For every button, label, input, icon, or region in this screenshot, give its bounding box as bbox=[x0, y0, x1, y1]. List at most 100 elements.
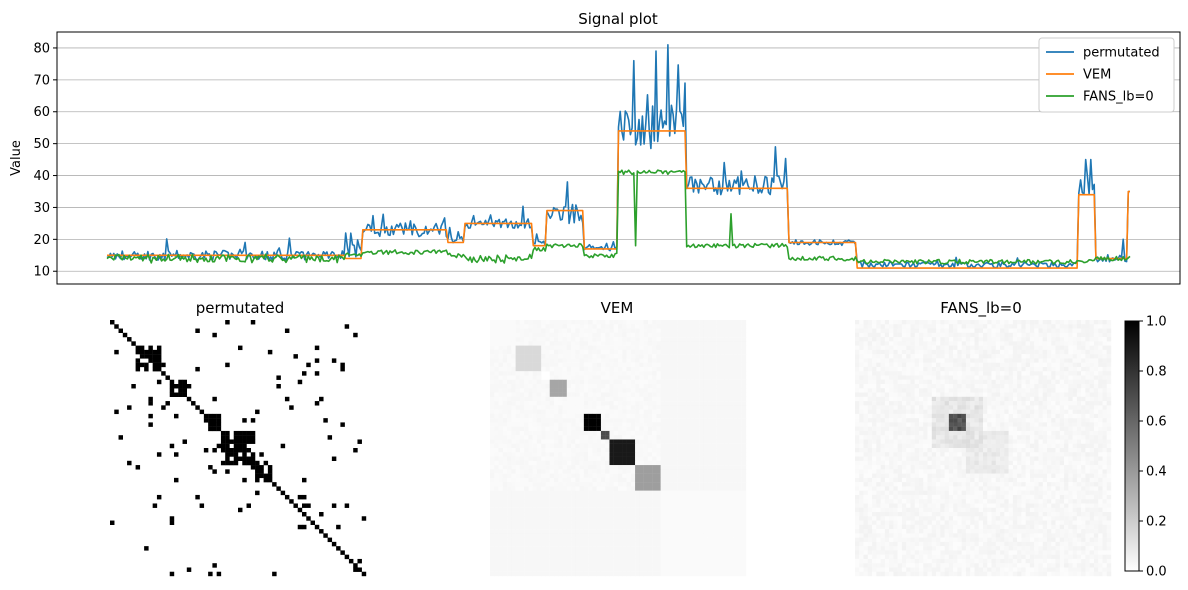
heatmap-cell bbox=[724, 460, 730, 466]
heatmap-cell bbox=[549, 563, 555, 568]
heatmap-cell bbox=[618, 486, 623, 491]
heatmap-cell bbox=[1051, 341, 1056, 346]
heatmap-cell bbox=[1093, 366, 1099, 372]
heatmap-cell bbox=[991, 371, 996, 376]
heatmap-cell bbox=[626, 418, 631, 423]
heatmap-cell bbox=[652, 494, 657, 500]
heatmap-cell bbox=[1051, 345, 1056, 351]
heatmap-cell bbox=[711, 366, 717, 372]
heatmap-cell bbox=[859, 362, 864, 368]
heatmap-cell bbox=[1059, 332, 1065, 338]
heatmap-cell bbox=[711, 529, 717, 534]
heatmap-cell bbox=[626, 337, 631, 342]
heatmap-cell bbox=[507, 379, 512, 385]
heatmap-cell bbox=[1025, 354, 1031, 359]
heatmap-cell bbox=[707, 418, 713, 423]
heatmap-cell bbox=[1081, 345, 1086, 351]
heatmap-cell bbox=[741, 384, 747, 389]
heatmap-cell bbox=[664, 567, 670, 572]
heatmap-cell bbox=[490, 409, 495, 415]
heatmap-cell bbox=[1021, 362, 1026, 368]
heatmap-cell bbox=[733, 337, 738, 342]
heatmap-cell bbox=[1047, 358, 1052, 363]
heatmap-cell bbox=[716, 567, 721, 572]
heatmap-cell bbox=[558, 392, 563, 397]
heatmap-cell bbox=[1093, 375, 1099, 380]
heatmap-cell bbox=[229, 448, 234, 453]
heatmap-cell bbox=[635, 571, 640, 577]
heatmap-cell bbox=[169, 520, 175, 525]
heatmap-cell bbox=[511, 354, 516, 359]
heatmap-cell bbox=[498, 439, 503, 444]
heatmap-cell bbox=[957, 371, 962, 376]
heatmap-cell bbox=[690, 494, 695, 500]
heatmap-cell bbox=[1025, 324, 1031, 329]
heatmap-cell bbox=[618, 384, 623, 389]
heatmap-cell bbox=[893, 384, 898, 389]
heatmap-cell bbox=[724, 512, 730, 517]
heatmap-cell bbox=[957, 358, 962, 363]
heatmap-cell bbox=[575, 349, 580, 355]
heatmap-cell bbox=[554, 379, 559, 385]
heatmap-cell bbox=[562, 452, 567, 457]
heatmap-cell bbox=[974, 388, 979, 393]
heatmap-cell bbox=[549, 362, 555, 368]
heatmap-cell bbox=[524, 567, 529, 572]
heatmap-cell bbox=[490, 384, 495, 389]
heatmap-cell bbox=[1059, 379, 1065, 385]
heatmap-cell bbox=[686, 512, 691, 517]
heatmap-cell bbox=[609, 375, 614, 380]
heatmap-cell bbox=[647, 324, 653, 329]
heatmap-cell bbox=[1012, 349, 1018, 355]
heatmap-cell bbox=[562, 413, 567, 419]
heatmap-cell bbox=[737, 328, 742, 333]
heatmap-cell bbox=[583, 324, 589, 329]
heatmap-cell bbox=[515, 362, 521, 368]
heatmap-cell bbox=[737, 320, 742, 325]
heatmap-cell bbox=[694, 546, 700, 551]
heatmap-cell bbox=[953, 332, 958, 338]
heatmap-cell bbox=[613, 332, 619, 338]
heatmap-cell bbox=[494, 486, 499, 491]
heatmap-cell bbox=[652, 341, 657, 346]
heatmap-cell bbox=[532, 452, 538, 457]
heatmap-cell bbox=[575, 413, 580, 419]
heatmap-cell bbox=[519, 388, 525, 393]
heatmap-cell bbox=[728, 512, 734, 517]
heatmap-cell bbox=[1034, 375, 1039, 380]
heatmap-cell bbox=[855, 375, 860, 380]
heatmap-cell bbox=[995, 328, 1001, 333]
heatmap-cell bbox=[575, 409, 580, 415]
heatmap-cell bbox=[618, 405, 623, 410]
heatmap-cell bbox=[519, 541, 525, 547]
heatmap-cell bbox=[647, 541, 653, 547]
heatmap-cell bbox=[1000, 371, 1005, 376]
heatmap-cell bbox=[519, 490, 525, 496]
heatmap-cell bbox=[872, 379, 877, 385]
heatmap-cell bbox=[554, 516, 559, 521]
heatmap-cell bbox=[583, 379, 589, 385]
heatmap-cell bbox=[716, 349, 721, 355]
heatmap-cell bbox=[630, 482, 636, 487]
heatmap-cell bbox=[707, 388, 713, 393]
heatmap-cell bbox=[863, 362, 868, 368]
heatmap-cell bbox=[711, 524, 717, 530]
heatmap-cell bbox=[327, 435, 333, 440]
heatmap-cell bbox=[571, 413, 576, 419]
heatmap-cell bbox=[694, 486, 700, 491]
heatmap-cell bbox=[605, 375, 610, 380]
heatmap-cell bbox=[652, 546, 657, 551]
heatmap-cell bbox=[711, 546, 717, 551]
heatmap-cell bbox=[618, 401, 623, 406]
heatmap-cell bbox=[876, 392, 881, 397]
heatmap-cell bbox=[733, 422, 738, 427]
heatmap-cell bbox=[728, 384, 734, 389]
heatmap-cell bbox=[919, 379, 924, 385]
heatmap-cell bbox=[673, 371, 678, 376]
heatmap-cell bbox=[600, 324, 606, 329]
heatmap-cell bbox=[733, 460, 738, 466]
heatmap-cell bbox=[609, 460, 614, 466]
heatmap-cell bbox=[600, 516, 606, 521]
heatmap-cell bbox=[669, 571, 674, 577]
heatmap-cell bbox=[737, 529, 742, 534]
